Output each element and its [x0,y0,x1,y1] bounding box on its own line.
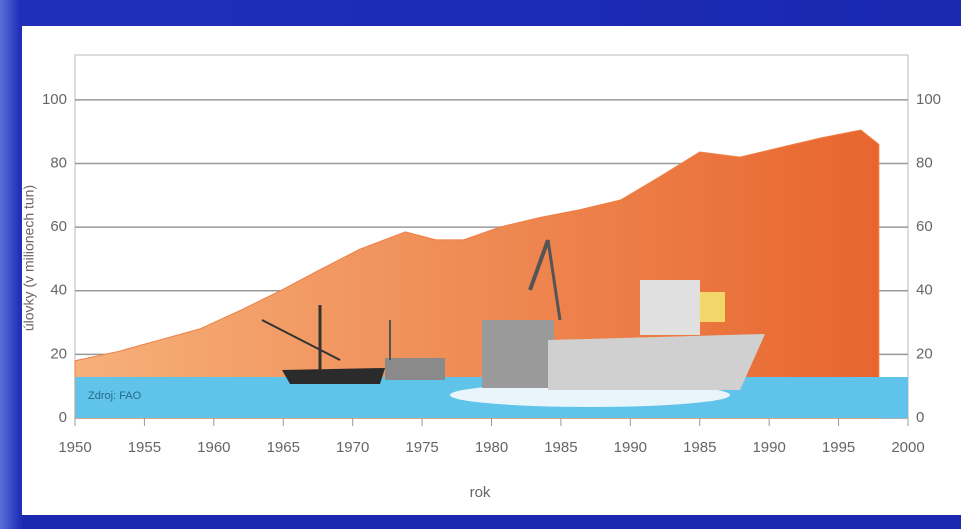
y-tick-label-right: 0 [916,409,924,426]
y-tick-label-right: 100 [916,91,941,108]
x-tick-label: 2000 [891,439,924,456]
y-tick-label: 40 [50,282,67,299]
x-tick-label: 1990 [614,439,647,456]
x-tick-label: 1965 [267,439,300,456]
x-tick-label: 1955 [128,439,161,456]
x-tick-label: 1995 [822,439,855,456]
x-tick-label: 1975 [405,439,438,456]
chart: Zdroj: FAO úlovky (v milionech tun) rok … [0,0,961,529]
x-tick-label: 1985 [544,439,577,456]
y-tick-label-right: 80 [916,154,933,171]
y-tick-label: 60 [50,218,67,235]
source-note: Zdroj: FAO [88,390,142,402]
x-axis-label: rok [470,484,491,501]
x-tick-label: 1970 [336,439,369,456]
y-tick-label: 80 [50,154,67,171]
x-tick-label: 1985 [683,439,716,456]
y-tick-label: 20 [50,345,67,362]
y-tick-label-right: 20 [916,345,933,362]
y-tick-label-right: 60 [916,218,933,235]
y-axis-label: úlovky (v milionech tun) [21,185,37,331]
y-tick-label: 0 [59,409,67,426]
page: Zdroj: FAO úlovky (v milionech tun) rok … [0,0,961,529]
x-tick-label: 1980 [475,439,508,456]
x-tick-label: 1990 [752,439,785,456]
x-tick-label: 1960 [197,439,230,456]
y-tick-label: 100 [42,91,67,108]
y-tick-label-right: 40 [916,282,933,299]
panel-bottom [22,515,961,529]
x-tick-label: 1950 [58,439,91,456]
